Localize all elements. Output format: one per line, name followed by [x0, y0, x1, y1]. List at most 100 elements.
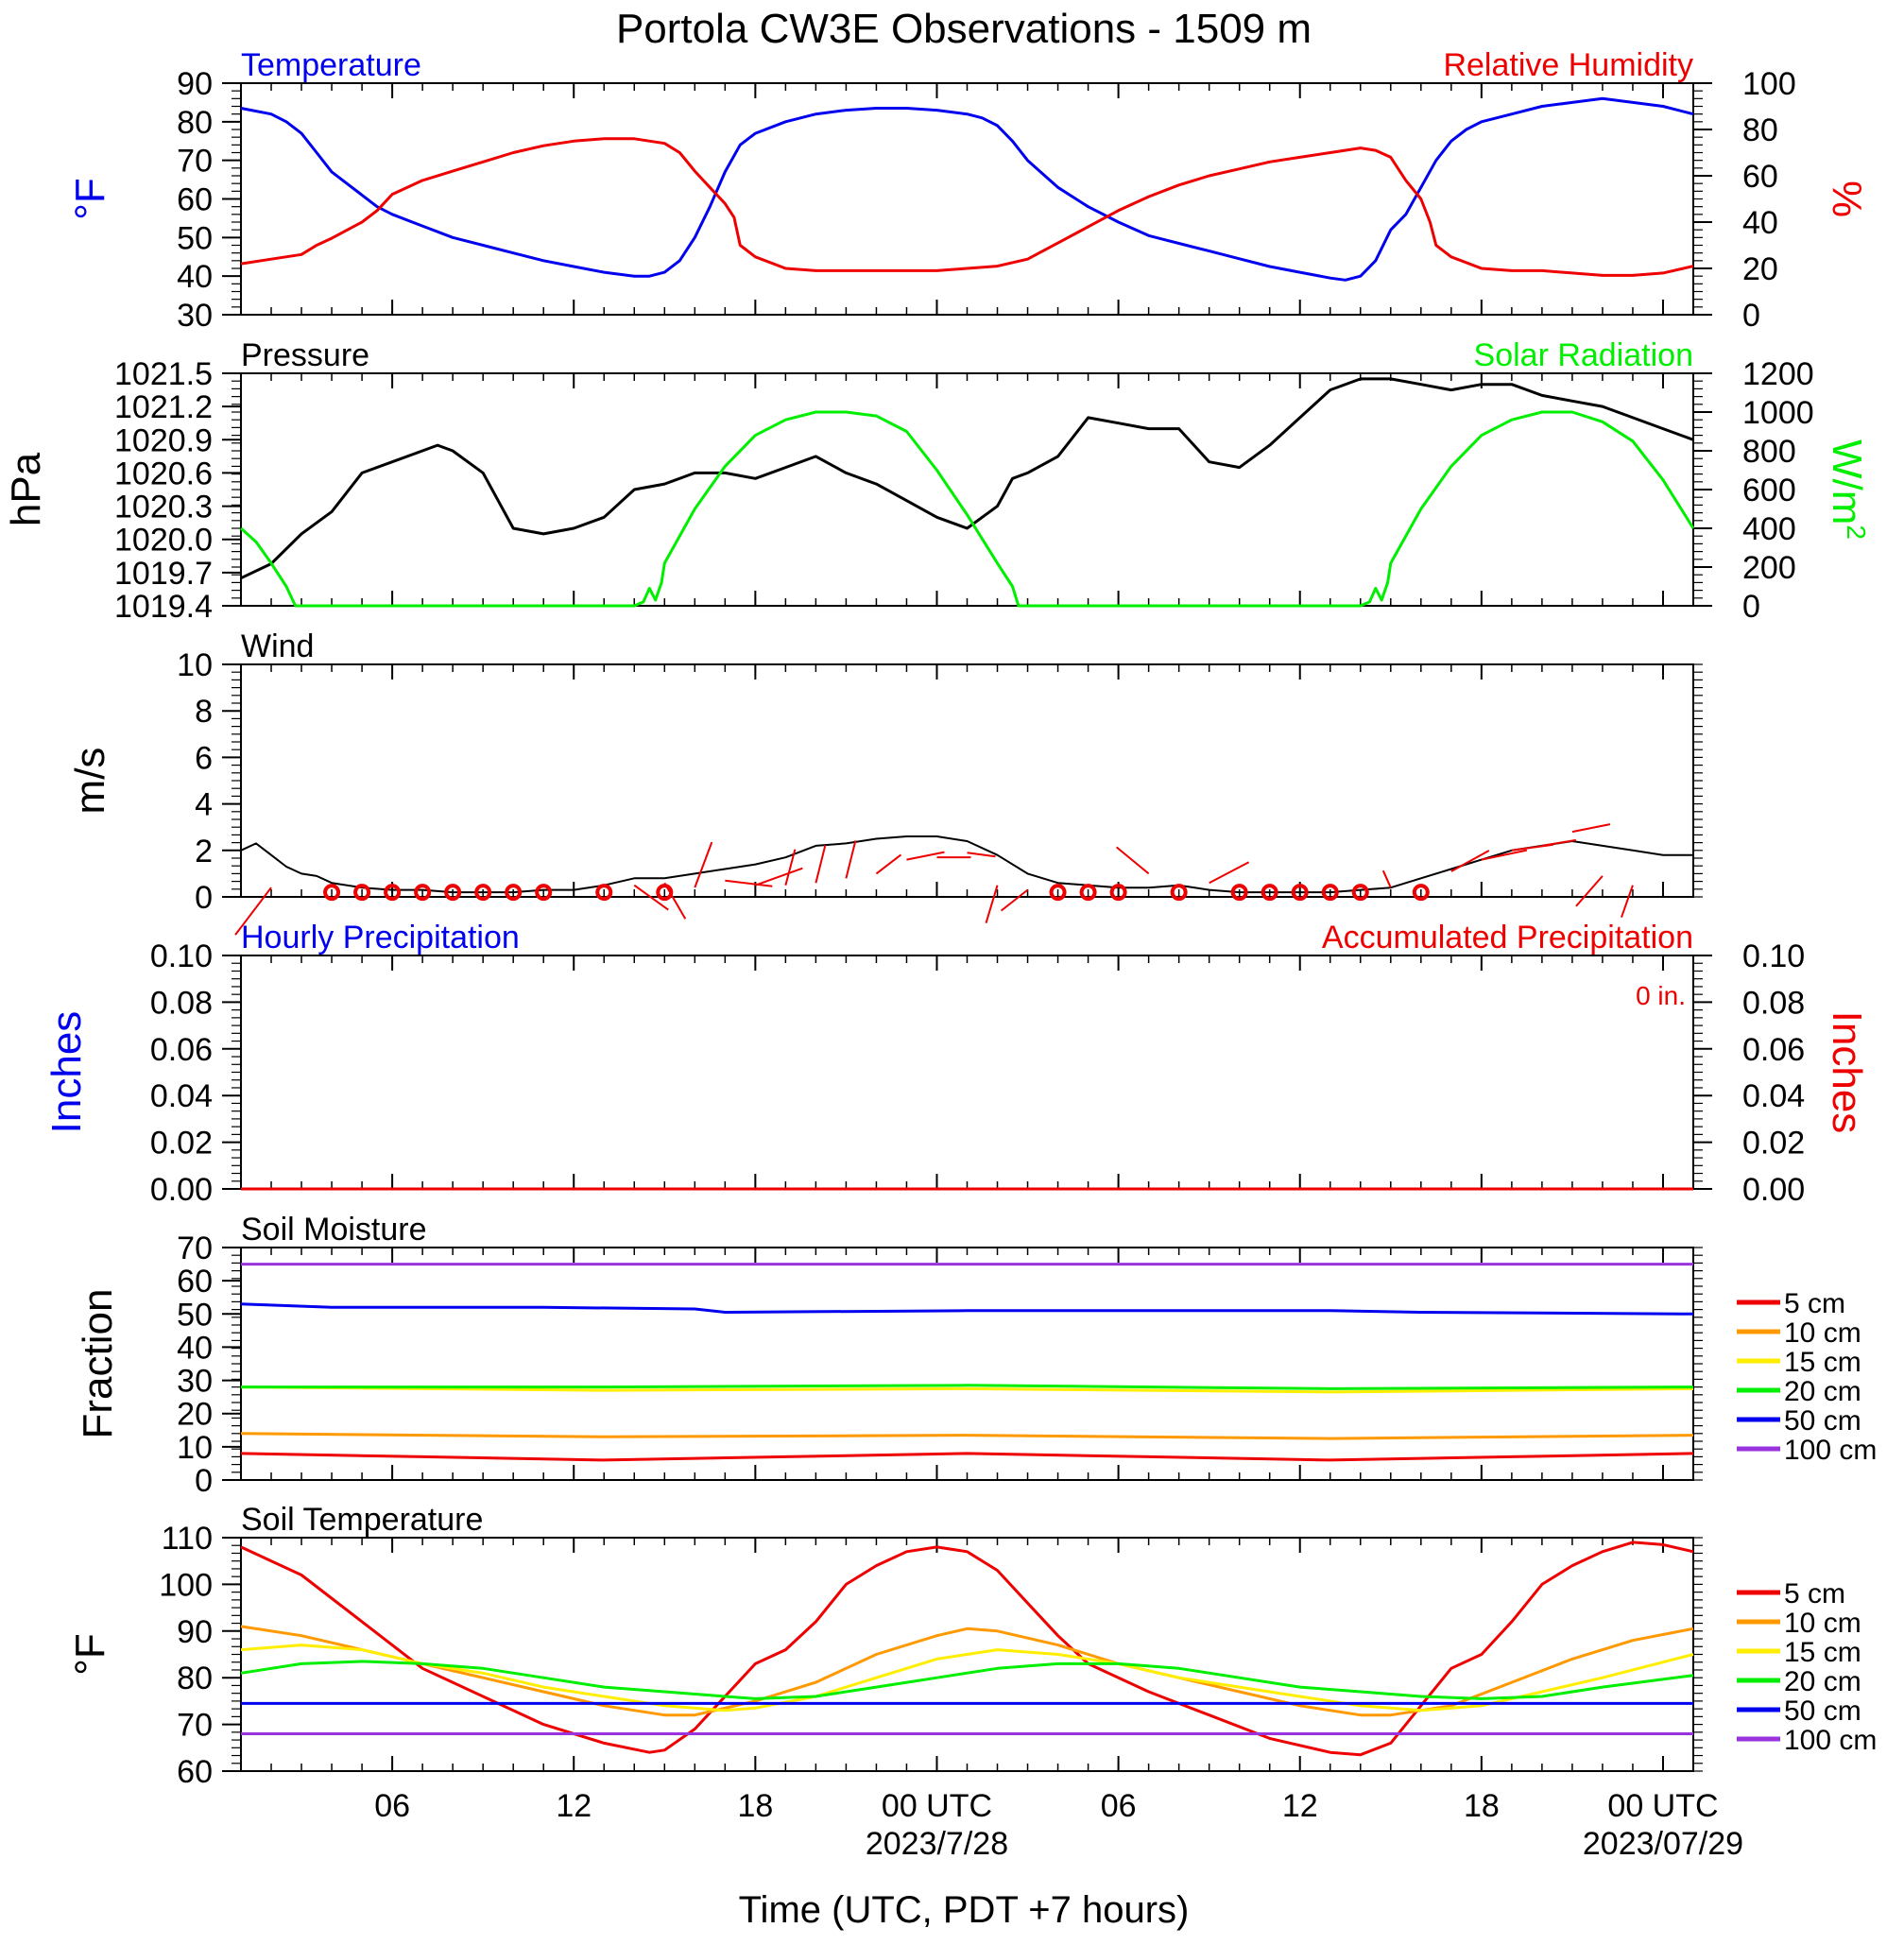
y-tick-label-left: 70 — [177, 1708, 213, 1744]
y-tick-label-left: 100 — [159, 1567, 213, 1603]
x-tick-label: 06 — [374, 1788, 410, 1824]
y-tick-label-right: 0.00 — [1742, 1172, 1805, 1208]
panel-title-left: Soil Temperature — [241, 1502, 483, 1538]
x-tick-label: 18 — [737, 1788, 773, 1824]
panel-title-left: Pressure — [241, 337, 369, 373]
y-tick-label-left: 110 — [162, 1521, 213, 1557]
panel-title-left: Hourly Precipitation — [241, 920, 520, 955]
x-tick-date-label: 2023/07/29 — [1583, 1826, 1743, 1862]
y-tick-label-left: 20 — [177, 1397, 213, 1433]
y-tick-label-left: 1021.5 — [114, 356, 213, 392]
y-tick-label-left: 90 — [177, 66, 213, 102]
y-tick-label-left: 80 — [177, 105, 213, 141]
y-axis-label-left: hPa — [3, 452, 49, 526]
calm-wind-circle — [384, 884, 402, 902]
y-tick-label-left: 0.08 — [150, 985, 213, 1021]
y-tick-label-right: 0.04 — [1742, 1078, 1805, 1114]
panel-title-right: Relative Humidity — [1443, 47, 1693, 83]
wind-barb — [1575, 875, 1604, 907]
y-tick-label-left: 50 — [177, 1297, 213, 1333]
calm-wind-circle — [414, 884, 432, 902]
legend-label: 15 cm — [1784, 1347, 1861, 1378]
calm-wind-circle — [1230, 884, 1248, 902]
x-tick-label: 00 UTC — [1607, 1788, 1718, 1824]
series-line-20-cm — [240, 1660, 1694, 1700]
calm-wind-circle — [656, 884, 674, 902]
y-tick-label-left: 8 — [195, 694, 213, 730]
y-axis-label-left: m/s — [67, 748, 113, 815]
y-tick-label-right: 1200 — [1742, 356, 1814, 392]
y-tick-label-left: 30 — [177, 298, 213, 334]
y-axis-label-left: °F — [67, 178, 113, 219]
y-tick-label-left: 10 — [177, 647, 213, 683]
series-line-50-cm — [240, 1302, 1694, 1316]
y-tick-label-left: 1021.2 — [114, 389, 213, 425]
plot-frame — [240, 82, 1694, 316]
legend-label: 5 cm — [1784, 1288, 1845, 1319]
x-tick-date-label: 2023/7/28 — [866, 1826, 1008, 1862]
x-tick-label: 18 — [1464, 1788, 1500, 1824]
panel-title-right: Accumulated Precipitation — [1322, 920, 1693, 955]
y-tick-label-left: 0.06 — [150, 1032, 213, 1068]
y-tick-label-left: 1020.9 — [114, 422, 213, 458]
calm-wind-circle — [474, 884, 492, 902]
wind-barb — [845, 840, 857, 879]
y-tick-label-right: 0.08 — [1742, 985, 1805, 1021]
series-line-15-cm — [240, 1386, 1694, 1394]
panel-title-left: Temperature — [241, 47, 421, 83]
y-axis-label-right: Inches — [1824, 1011, 1870, 1134]
panel-precipitation: 0.00 0.02 0.04 0.06 0.08 0.10 0.00 0.02 0.04 0.06… — [43, 920, 1870, 1208]
y-tick-label-right: 800 — [1742, 434, 1796, 470]
y-tick-label-right: 40 — [1742, 205, 1778, 241]
calm-wind-circle — [1109, 884, 1127, 902]
legend-label: 5 cm — [1784, 1578, 1845, 1609]
wind-barb — [755, 867, 803, 886]
y-tick-label-left: 60 — [177, 1754, 213, 1790]
calm-wind-circle — [353, 884, 371, 902]
wind-barb — [234, 886, 272, 936]
wind-barb — [1381, 869, 1392, 888]
calm-wind-circle — [1412, 884, 1430, 902]
calm-wind-circle — [1261, 884, 1278, 902]
y-tick-label-left: 1019.7 — [114, 556, 213, 592]
y-axis-label-right: % — [1824, 181, 1870, 217]
y-tick-label-left: 0.10 — [150, 938, 213, 974]
legend-label: 100 cm — [1784, 1725, 1877, 1756]
legend-label: 15 cm — [1784, 1637, 1861, 1668]
y-tick-label-right: 0.10 — [1742, 938, 1805, 974]
x-axis-label: Time (UTC, PDT +7 hours) — [739, 1889, 1190, 1931]
y-tick-label-right: 0 — [1742, 589, 1760, 625]
panel-title-left: Soil Moisture — [241, 1212, 427, 1248]
wind-barb — [784, 849, 797, 886]
y-tick-label-right: 80 — [1742, 112, 1778, 148]
calm-wind-circle — [1321, 884, 1339, 902]
y-tick-label-right: 60 — [1742, 159, 1778, 195]
calm-wind-circle — [535, 884, 553, 902]
y-tick-label-left: 40 — [177, 259, 213, 295]
y-axis-label-right: W/m2 — [1824, 439, 1872, 540]
y-tick-label-right: 0.02 — [1742, 1126, 1805, 1162]
wind-barb — [1000, 888, 1029, 912]
y-tick-label-right: 600 — [1742, 473, 1796, 508]
y-tick-label-left: 70 — [177, 144, 213, 180]
y-tick-label-left: 80 — [177, 1661, 213, 1696]
y-axis-label-superscript: 2 — [1843, 525, 1872, 540]
chart-title: Portola CW3E Observations - 1509 m — [616, 6, 1312, 52]
legend-label: 20 cm — [1784, 1376, 1861, 1407]
y-tick-label-right: 20 — [1742, 251, 1778, 287]
panel-title-left: Wind — [241, 628, 314, 664]
calm-wind-circle — [1351, 884, 1369, 902]
y-tick-label-left: 0 — [195, 880, 213, 916]
y-tick-label-right: 100 — [1742, 66, 1796, 102]
y-axis-label-left: Fraction — [75, 1289, 121, 1439]
x-tick-label: 12 — [1282, 1788, 1318, 1824]
y-tick-label-right: 400 — [1742, 511, 1796, 547]
calm-wind-circle — [444, 884, 462, 902]
calm-wind-circle — [323, 884, 341, 902]
y-tick-label-left: 10 — [177, 1430, 213, 1466]
plot-frame — [240, 372, 1694, 607]
y-tick-label-left: 0.04 — [150, 1078, 213, 1114]
